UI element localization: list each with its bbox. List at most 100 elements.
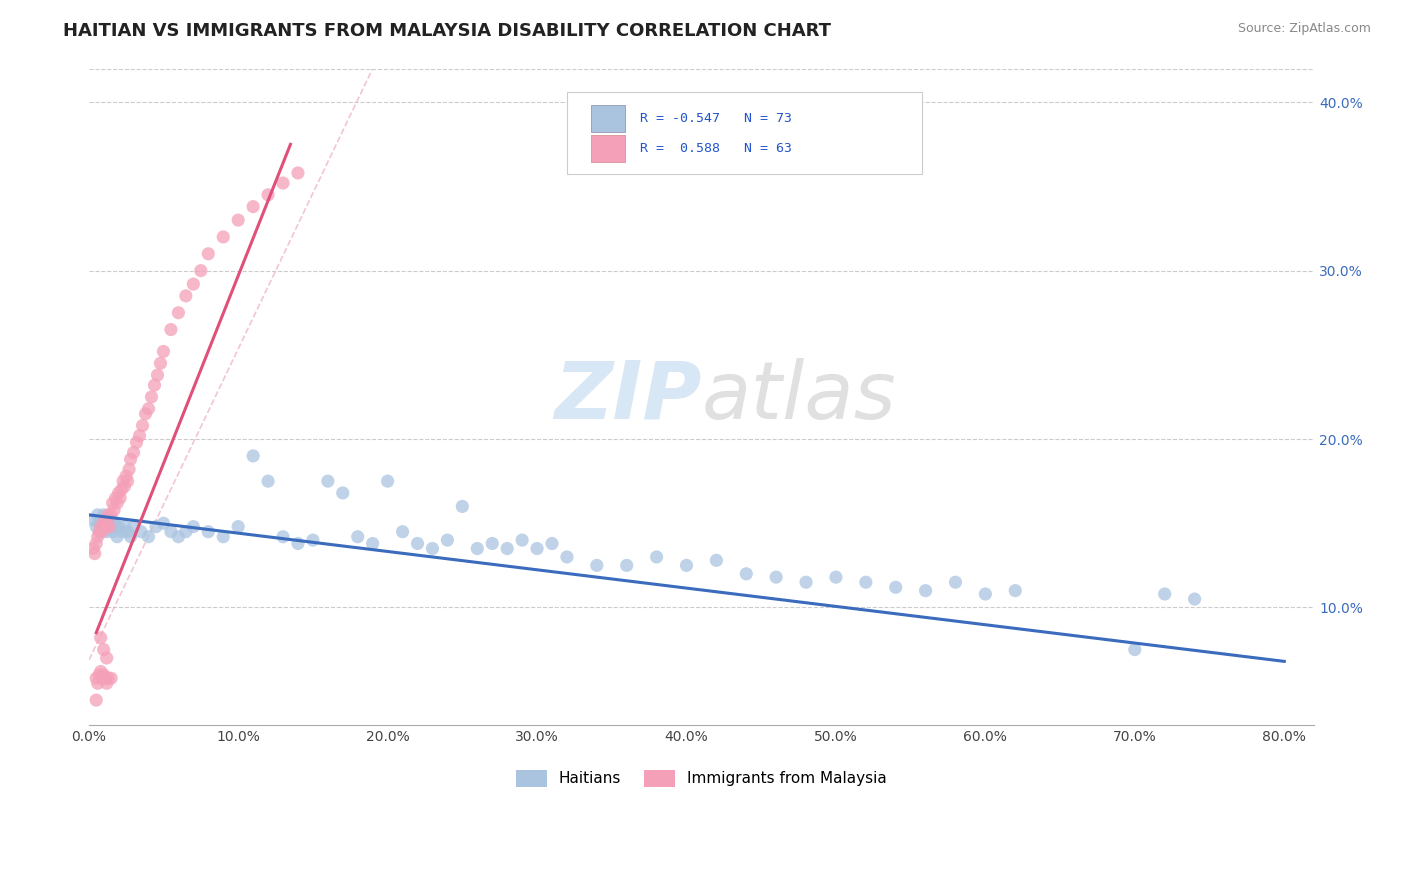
Bar (591, 104, 626, 132)
Point (90, 631, 112, 645)
Point (125, 435, 148, 450)
Point (93, 668, 115, 682)
Point (391, 524, 413, 539)
Text: HAITIAN VS IMMIGRANTS FROM MALAYSIA DISABILITY CORRELATION CHART: HAITIAN VS IMMIGRANTS FROM MALAYSIA DISA… (63, 22, 831, 40)
Point (149, 356, 172, 370)
Point (174, 524, 197, 539)
Point (82, 513, 104, 527)
Point (91, 671, 114, 685)
Point (114, 519, 136, 533)
Point (974, 587, 997, 601)
Point (645, 549, 668, 564)
Point (86, 530, 108, 544)
Point (377, 474, 399, 488)
Point (160, 524, 183, 539)
Point (120, 452, 142, 467)
Point (122, 445, 145, 459)
Point (96, 676, 118, 690)
Point (84, 536, 107, 550)
Point (93, 508, 115, 522)
Text: Source: ZipAtlas.com: Source: ZipAtlas.com (1237, 22, 1371, 36)
Point (422, 541, 444, 556)
Point (212, 230, 235, 244)
Point (84, 693, 107, 707)
Point (83, 547, 105, 561)
Point (103, 503, 125, 517)
Point (115, 469, 138, 483)
Point (855, 575, 877, 590)
Point (89, 668, 111, 682)
Point (1153, 587, 1175, 601)
Point (107, 519, 129, 533)
Point (101, 496, 124, 510)
Point (96, 519, 118, 533)
Point (98, 519, 121, 533)
Point (914, 583, 936, 598)
Point (104, 491, 127, 505)
Point (131, 418, 153, 433)
Point (436, 533, 458, 548)
Point (117, 474, 139, 488)
Point (481, 536, 503, 550)
Point (98, 513, 121, 527)
Point (135, 407, 157, 421)
Point (1184, 592, 1206, 607)
Point (675, 558, 697, 573)
Point (735, 566, 758, 581)
Point (90, 519, 112, 533)
Point (174, 289, 197, 303)
Point (91, 519, 114, 533)
Point (118, 462, 141, 476)
Text: ZIP: ZIP (554, 358, 702, 436)
Point (94, 513, 117, 527)
Point (257, 474, 280, 488)
Point (138, 401, 160, 416)
Point (96, 651, 118, 665)
Point (120, 530, 142, 544)
Point (94, 516, 117, 531)
Point (145, 519, 167, 533)
Legend: Haitians, Immigrants from Malaysia: Haitians, Immigrants from Malaysia (510, 764, 893, 793)
Point (152, 516, 174, 531)
Point (167, 306, 190, 320)
Point (316, 474, 339, 488)
Point (138, 530, 160, 544)
Point (226, 213, 249, 227)
Point (346, 530, 368, 544)
Point (226, 519, 249, 533)
Point (104, 519, 127, 533)
Text: atlas: atlas (702, 358, 896, 436)
Point (183, 519, 205, 533)
Point (100, 671, 122, 685)
Point (129, 524, 152, 539)
Point (94, 671, 117, 685)
Point (97, 671, 120, 685)
Point (89, 516, 111, 531)
Point (257, 187, 280, 202)
Point (110, 524, 132, 539)
Point (110, 483, 132, 497)
Point (197, 247, 219, 261)
Point (105, 530, 128, 544)
Point (128, 428, 150, 442)
Point (183, 277, 205, 292)
Point (706, 553, 728, 567)
Point (86, 508, 108, 522)
Point (101, 524, 124, 539)
Point (141, 390, 163, 404)
Point (825, 570, 848, 584)
Point (242, 200, 264, 214)
Point (1123, 642, 1146, 657)
Point (103, 516, 125, 531)
Point (526, 541, 548, 556)
Point (89, 524, 111, 539)
Point (146, 368, 169, 382)
Point (96, 524, 118, 539)
Point (555, 549, 578, 564)
Point (765, 570, 787, 584)
Point (271, 530, 294, 544)
Bar (591, 135, 626, 162)
Point (616, 558, 638, 573)
Point (114, 479, 136, 493)
Point (287, 166, 309, 180)
